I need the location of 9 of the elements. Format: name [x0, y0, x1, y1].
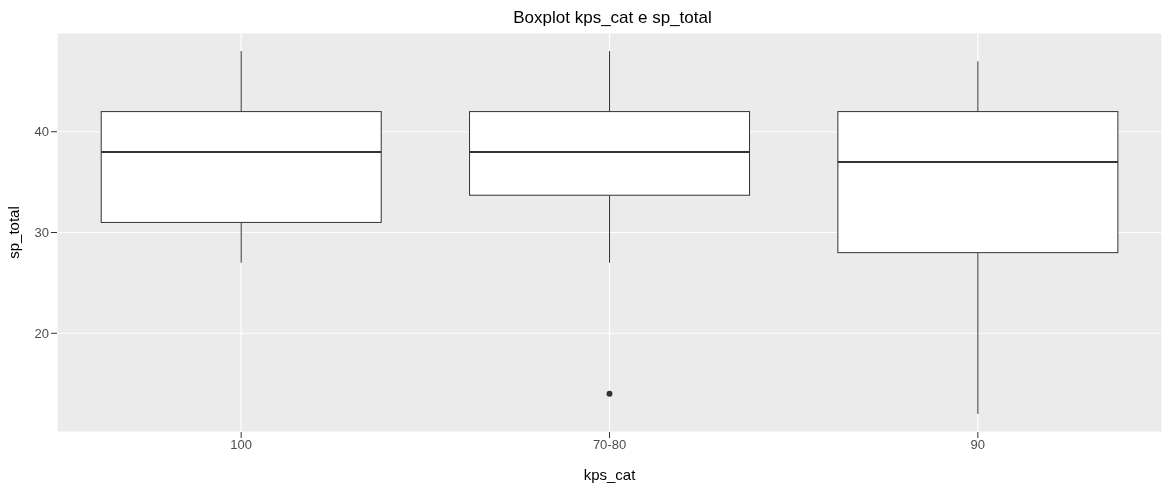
x-tick-label: 100: [230, 437, 253, 453]
x-tick-label: 90: [970, 437, 986, 453]
y-tick-label: 20: [34, 325, 49, 341]
x-axis-title: kps_cat: [583, 466, 637, 483]
y-tick-label: 40: [34, 124, 49, 140]
y-tick-label: 30: [34, 225, 49, 241]
chart-title: Boxplot kps_cat e sp_total: [512, 8, 713, 28]
y-axis-title: sp_total: [5, 206, 23, 259]
x-tick-label: 70-80: [592, 437, 627, 453]
